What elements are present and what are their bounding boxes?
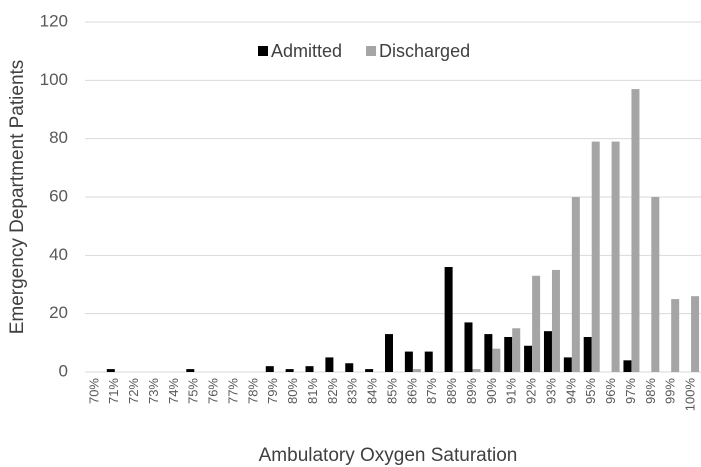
y-tick-label: 100 [40,70,68,89]
bar [691,296,700,372]
x-tick-label: 85% [384,378,399,404]
x-tick-label: 71% [106,378,121,404]
legend-swatch [258,46,268,56]
x-tick-label: 72% [126,378,141,404]
x-tick-label: 98% [643,378,658,404]
x-axis-label: Ambulatory Oxygen Saturation [259,445,518,466]
x-tick-label: 70% [86,378,101,404]
x-tick-label: 82% [325,378,340,404]
bar [106,369,115,372]
x-tick-label: 89% [464,378,479,404]
bar [424,351,433,372]
x-tick-label: 77% [225,378,240,404]
x-tick-label: 81% [305,378,320,404]
bar [444,267,453,372]
bar [484,334,493,372]
bar [186,369,195,372]
x-tick-label: 92% [524,378,539,404]
y-axis-label: Emergency Department Patients [7,60,28,335]
bar [412,369,421,372]
x-tick-label: 76% [206,378,221,404]
x-tick-label: 79% [265,378,280,404]
x-tick-label: 78% [245,378,260,404]
bar [305,366,314,372]
bar [504,337,513,372]
x-tick-label: 84% [365,378,380,404]
x-tick-label: 83% [345,378,360,404]
bar [611,141,620,372]
x-tick-label: 93% [543,378,558,404]
x-tick-label: 96% [603,378,618,404]
x-tick-label: 74% [166,378,181,404]
bar [671,299,680,372]
x-tick-label: 75% [186,378,201,404]
bar [524,345,533,372]
x-tick-label: 91% [504,378,519,404]
bar [385,334,393,372]
x-tick-label: 97% [623,378,638,404]
y-tick-label: 0 [59,361,68,380]
x-tick-label: 99% [663,378,678,404]
x-tick-label: 80% [285,378,300,404]
bar [365,369,374,372]
bar [532,275,541,372]
legend-label: Discharged [379,41,470,61]
y-tick-label: 40 [49,245,68,264]
bar [325,357,334,372]
bar [492,348,501,372]
x-tick-label: 73% [146,378,161,404]
x-tick-label: 95% [583,378,598,404]
bar [631,89,640,372]
bar [551,269,560,372]
x-tick-label: 94% [563,378,578,404]
x-tick-label: 88% [444,378,459,404]
bar [512,328,521,372]
legend-label: Admitted [271,41,342,61]
y-tick-label: 80 [49,128,68,147]
x-tick-label: 90% [484,378,499,404]
legend-swatch [366,46,377,56]
bar [591,141,600,372]
bar [583,337,592,372]
y-tick-label: 60 [49,186,68,205]
bar [571,197,580,372]
bar [563,357,572,372]
y-tick-label: 20 [49,303,68,322]
bar [265,366,274,372]
bar [472,369,481,372]
bar [285,369,294,372]
y-tick-label: 120 [40,11,68,30]
x-tick-label: 100% [683,378,698,412]
bar [464,322,473,372]
x-tick-label: 86% [404,378,419,404]
bar [404,351,413,372]
bar [543,331,552,372]
bar [345,363,354,372]
bar [623,360,632,372]
x-tick-label: 87% [424,378,439,404]
bar [651,197,660,372]
